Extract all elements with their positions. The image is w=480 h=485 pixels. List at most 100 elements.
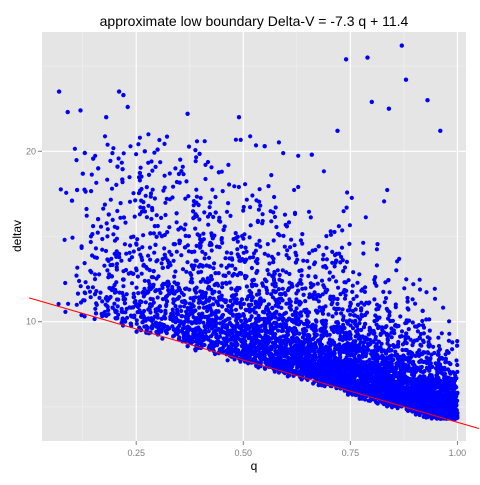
data-point bbox=[125, 316, 129, 320]
data-point bbox=[397, 257, 401, 261]
data-point bbox=[351, 284, 355, 288]
data-point bbox=[97, 272, 101, 276]
data-point bbox=[313, 260, 317, 264]
data-point bbox=[282, 312, 286, 316]
data-point bbox=[405, 321, 409, 325]
data-point bbox=[171, 288, 175, 292]
data-point bbox=[196, 270, 200, 274]
data-point bbox=[169, 312, 173, 316]
data-point bbox=[267, 272, 271, 276]
data-point bbox=[433, 297, 437, 301]
data-point bbox=[210, 248, 214, 252]
data-point bbox=[162, 246, 166, 250]
data-point bbox=[454, 358, 458, 362]
data-point bbox=[213, 271, 217, 275]
data-point bbox=[63, 238, 67, 242]
data-point bbox=[214, 299, 218, 303]
data-point bbox=[351, 270, 355, 274]
data-point bbox=[155, 313, 159, 317]
data-point bbox=[239, 271, 243, 275]
data-point bbox=[151, 188, 155, 192]
data-point bbox=[400, 329, 404, 333]
data-point bbox=[440, 331, 444, 335]
data-point bbox=[381, 355, 385, 359]
data-point bbox=[243, 182, 247, 186]
data-point bbox=[255, 269, 259, 273]
data-point bbox=[395, 374, 399, 378]
data-point bbox=[123, 221, 127, 225]
data-point bbox=[395, 324, 399, 328]
data-point bbox=[220, 236, 224, 240]
data-point bbox=[398, 355, 402, 359]
data-point bbox=[373, 275, 377, 279]
data-point bbox=[264, 307, 268, 311]
data-point bbox=[338, 292, 342, 296]
data-point bbox=[63, 281, 67, 285]
data-point bbox=[283, 245, 287, 249]
data-point bbox=[114, 280, 118, 284]
data-point bbox=[393, 350, 397, 354]
data-point bbox=[211, 266, 215, 270]
data-point bbox=[299, 282, 303, 286]
data-point bbox=[228, 280, 232, 284]
data-point bbox=[111, 263, 115, 267]
data-point bbox=[90, 173, 94, 177]
data-point bbox=[330, 261, 334, 265]
data-point bbox=[115, 209, 119, 213]
data-point bbox=[140, 258, 144, 262]
data-point bbox=[154, 288, 158, 292]
data-point bbox=[293, 243, 297, 247]
data-point bbox=[189, 273, 193, 277]
data-point bbox=[207, 264, 211, 268]
data-point bbox=[184, 179, 188, 183]
data-point bbox=[169, 253, 173, 257]
data-point bbox=[110, 151, 114, 155]
data-point bbox=[258, 204, 262, 208]
data-point bbox=[277, 313, 281, 317]
data-point bbox=[132, 249, 136, 253]
data-point bbox=[350, 196, 354, 200]
data-point bbox=[321, 312, 325, 316]
data-point bbox=[190, 250, 194, 254]
data-point bbox=[77, 279, 81, 283]
data-point bbox=[337, 224, 341, 228]
data-point bbox=[404, 348, 408, 352]
data-point bbox=[167, 225, 171, 229]
data-point bbox=[100, 299, 104, 303]
data-point bbox=[201, 321, 205, 325]
data-point bbox=[409, 338, 413, 342]
data-point bbox=[321, 265, 325, 269]
data-point bbox=[232, 184, 236, 188]
data-point bbox=[181, 267, 185, 271]
data-point bbox=[334, 279, 338, 283]
data-point bbox=[327, 277, 331, 281]
data-point bbox=[375, 247, 379, 251]
data-point bbox=[440, 371, 444, 375]
data-point bbox=[440, 380, 444, 384]
data-point bbox=[248, 134, 252, 138]
data-point bbox=[325, 257, 329, 261]
data-point bbox=[105, 234, 109, 238]
data-point bbox=[195, 195, 199, 199]
data-point bbox=[321, 253, 325, 257]
data-point bbox=[292, 188, 296, 192]
data-point bbox=[348, 308, 352, 312]
data-point bbox=[226, 317, 230, 321]
data-point bbox=[163, 213, 167, 217]
data-point bbox=[83, 291, 87, 295]
data-point bbox=[281, 234, 285, 238]
data-point bbox=[139, 166, 143, 170]
data-point bbox=[164, 295, 168, 299]
data-point bbox=[134, 266, 138, 270]
data-point bbox=[345, 260, 349, 264]
data-point bbox=[183, 287, 187, 291]
data-point bbox=[137, 191, 141, 195]
data-point bbox=[106, 305, 110, 309]
data-point bbox=[261, 284, 265, 288]
data-point bbox=[127, 175, 131, 179]
data-point bbox=[172, 280, 176, 284]
data-point bbox=[89, 240, 93, 244]
data-point bbox=[173, 166, 177, 170]
data-point bbox=[207, 256, 211, 260]
